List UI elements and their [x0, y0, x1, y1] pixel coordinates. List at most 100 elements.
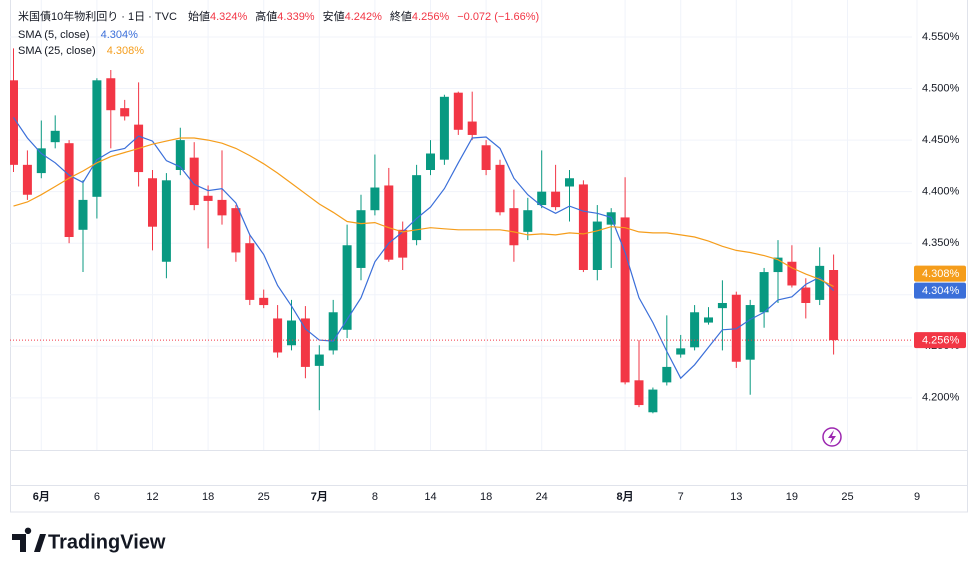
ohlc-label: 安値: [322, 11, 345, 23]
y-tick-label: 4.500%: [922, 82, 960, 94]
sma-legend-row: SMA (5, close) 4.304%: [18, 28, 138, 42]
candle-body: [745, 305, 755, 360]
alert-icon[interactable]: [822, 427, 842, 447]
x-tick-label: 18: [480, 491, 492, 503]
y-tick-label: 4.200%: [922, 392, 960, 404]
symbol-title: 米国債10年物利回り · 1日 · TVC: [18, 11, 177, 23]
candle-body: [537, 191, 547, 206]
brand-logo[interactable]: TradingView: [12, 527, 166, 554]
candle-body: [245, 243, 255, 300]
y-tick-label: 4.450%: [922, 134, 960, 146]
price-tag: [914, 332, 966, 349]
candle-body: [287, 320, 296, 346]
sma-legend-row: SMA (25, close) 4.308%: [18, 44, 144, 58]
candle-body: [620, 217, 630, 383]
candle-body: [217, 199, 227, 216]
candle-body: [328, 312, 338, 351]
y-tick-label: 4.400%: [922, 186, 960, 198]
price-tag: [914, 265, 966, 282]
x-tick-label: 19: [786, 491, 798, 503]
frame: [10, 0, 968, 513]
x-tick-label: 24: [536, 491, 548, 503]
candle-body: [481, 145, 491, 170]
candle-body: [551, 191, 561, 208]
ohlc-label: 終値: [389, 11, 412, 23]
candle-body: [704, 317, 713, 323]
ohlc-value: 4.324%: [209, 11, 248, 23]
candle-body: [356, 210, 366, 268]
candle-body: [662, 366, 672, 383]
ohlc-label: 高値: [255, 11, 278, 23]
x-tick-label: 13: [730, 491, 742, 503]
candle-body: [189, 157, 199, 206]
candle-body: [509, 208, 519, 246]
candle-body: [92, 80, 102, 197]
change: −0.072 (−1.66%): [457, 11, 540, 23]
candle-body: [787, 261, 797, 286]
x-tick-label: 12: [146, 491, 158, 503]
candle-body: [78, 199, 88, 230]
candle-body: [161, 180, 171, 262]
sma-line: [13, 137, 834, 288]
candle-body: [398, 229, 408, 258]
candle-body: [648, 389, 658, 413]
candle-body: [231, 208, 241, 253]
candle-body: [439, 96, 449, 160]
x-tick-label: 25: [258, 491, 270, 503]
candle-body: [148, 178, 157, 227]
candle-body: [801, 287, 811, 303]
price-tag-label: 4.308%: [922, 268, 960, 280]
candle-body: [773, 257, 783, 273]
candle-body: [120, 108, 130, 117]
x-tick-label: 6: [94, 491, 100, 503]
y-tick-label: 4.550%: [922, 31, 960, 43]
y-tick-label: 4.350%: [922, 237, 960, 249]
candle-body: [759, 272, 769, 313]
candle-body: [300, 318, 310, 367]
x-tick-label: 14: [424, 491, 436, 503]
ohlc-value: 4.256%: [411, 11, 450, 23]
candle-body: [523, 210, 533, 232]
candle-body: [717, 302, 727, 309]
sma-name: SMA (25, close): [18, 45, 96, 57]
price-tag-label: 4.256%: [922, 335, 960, 347]
candle-body: [370, 187, 380, 211]
sma-line: [13, 117, 835, 380]
pane: [10, 48, 839, 414]
candle-body: [273, 318, 283, 353]
candle-body: [495, 164, 505, 213]
candle-body: [10, 80, 18, 165]
candle-body: [815, 265, 825, 300]
candle-body: [412, 175, 422, 241]
candle-body: [106, 78, 116, 111]
x-tick-label: 8: [372, 491, 378, 503]
price-tag: [914, 282, 966, 299]
x-tick-label: 7: [678, 491, 684, 503]
candle-body: [634, 380, 644, 406]
x-tick-label: 8月: [617, 490, 634, 503]
candle-body: [690, 312, 700, 348]
x-tick-label: 18: [202, 491, 214, 503]
candle-body: [829, 270, 839, 341]
brand-name[interactable]: TradingView: [48, 531, 166, 553]
x-tick-label: 7月: [311, 490, 328, 503]
ohlc-label: 始値: [187, 11, 210, 23]
candle-body: [676, 348, 686, 355]
candle-body: [426, 153, 435, 170]
x-tick-label: 9: [914, 491, 920, 503]
grid: [10, 0, 918, 450]
candle-body: [175, 140, 185, 170]
candle-body: [592, 221, 602, 270]
alert-bolt[interactable]: [828, 430, 836, 444]
header-row: 米国債10年物利回り · 1日 · TVC 始値4.324% 高値4.339% 安値…: [18, 10, 539, 24]
candle-body: [22, 164, 32, 195]
candle-body: [565, 178, 574, 187]
candle-body: [342, 245, 352, 330]
logo-mark[interactable]: [12, 527, 46, 552]
candle-body: [578, 184, 588, 270]
sma-name: SMA (5, close): [18, 29, 90, 41]
x-tick-label: 6月: [33, 490, 50, 503]
candle-body: [50, 130, 60, 143]
